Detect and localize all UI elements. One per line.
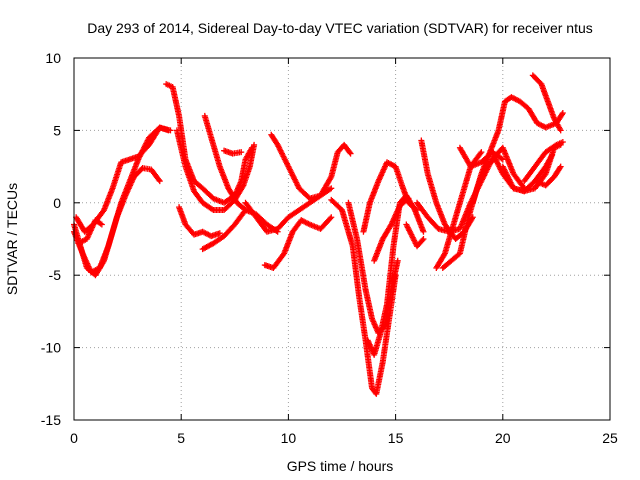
data-point <box>155 176 162 183</box>
series-track-7 <box>201 112 249 214</box>
data-point <box>209 206 216 213</box>
y-tick-label: 10 <box>45 50 61 66</box>
y-tick-label: -15 <box>41 412 61 428</box>
x-axis-ticks: 0 5 10 15 20 25 <box>70 58 618 446</box>
series-track-12 <box>261 214 335 271</box>
data-point <box>477 150 484 157</box>
y-tick-label: 5 <box>53 122 61 138</box>
data-point <box>98 221 105 228</box>
series-track-21 <box>433 149 485 271</box>
data-point <box>97 220 104 227</box>
data-point <box>216 230 223 237</box>
data-point <box>327 215 334 222</box>
data-point <box>498 155 505 162</box>
series-track-3 <box>73 124 174 235</box>
series-track-18 <box>371 195 412 264</box>
x-tick-label: 25 <box>602 430 618 446</box>
x-tick-label: 10 <box>281 430 297 446</box>
series-track-28 <box>529 72 564 134</box>
data-point <box>346 149 353 156</box>
y-tick-label: -10 <box>41 340 61 356</box>
series-track-6 <box>173 127 258 214</box>
chart-title: Day 293 of 2014, Sidereal Day-to-day VTE… <box>87 20 593 36</box>
x-tick-label: 5 <box>177 430 185 446</box>
data-point <box>557 127 564 134</box>
data-point <box>239 183 246 190</box>
data-point <box>556 164 563 171</box>
x-tick-label: 20 <box>495 430 511 446</box>
data-point <box>559 110 566 117</box>
series-track-4 <box>75 217 105 247</box>
x-tick-label: 0 <box>70 430 78 446</box>
series-track-30 <box>531 163 564 189</box>
data-point <box>404 196 411 203</box>
x-axis-label: GPS time / hours <box>287 458 394 474</box>
data-point <box>167 127 174 134</box>
data-point <box>478 149 485 156</box>
data-point <box>419 237 426 244</box>
y-axis-label: SDTVAR / TECUs <box>4 183 20 295</box>
plot-frame <box>73 57 611 421</box>
series-track-14 <box>328 196 399 397</box>
y-axis-ticks: 10 5 0 -5 -10 -15 <box>41 50 610 428</box>
data-point <box>557 163 564 170</box>
x-tick-label: 15 <box>388 430 404 446</box>
series-track-29 <box>521 138 566 185</box>
data-points <box>71 72 566 397</box>
data-point <box>420 228 427 235</box>
data-point <box>326 186 333 193</box>
data-point <box>405 195 412 202</box>
data-point <box>251 141 258 148</box>
data-point <box>559 111 566 118</box>
data-point <box>394 257 401 264</box>
series-track-8 <box>176 204 223 240</box>
data-point <box>420 236 427 242</box>
y-tick-label: 0 <box>53 195 61 211</box>
series-track-19 <box>403 221 427 250</box>
y-tick-label: -5 <box>49 267 62 283</box>
data-point <box>347 150 354 157</box>
data-point <box>328 214 335 221</box>
data-point <box>156 178 163 185</box>
series-track-13 <box>268 131 354 202</box>
data-point <box>327 175 334 182</box>
series-track-10 <box>221 147 245 157</box>
data-point <box>559 138 566 145</box>
data-point <box>238 149 245 156</box>
data-point <box>441 251 448 258</box>
data-point <box>328 185 335 192</box>
series-track-17 <box>364 192 427 358</box>
